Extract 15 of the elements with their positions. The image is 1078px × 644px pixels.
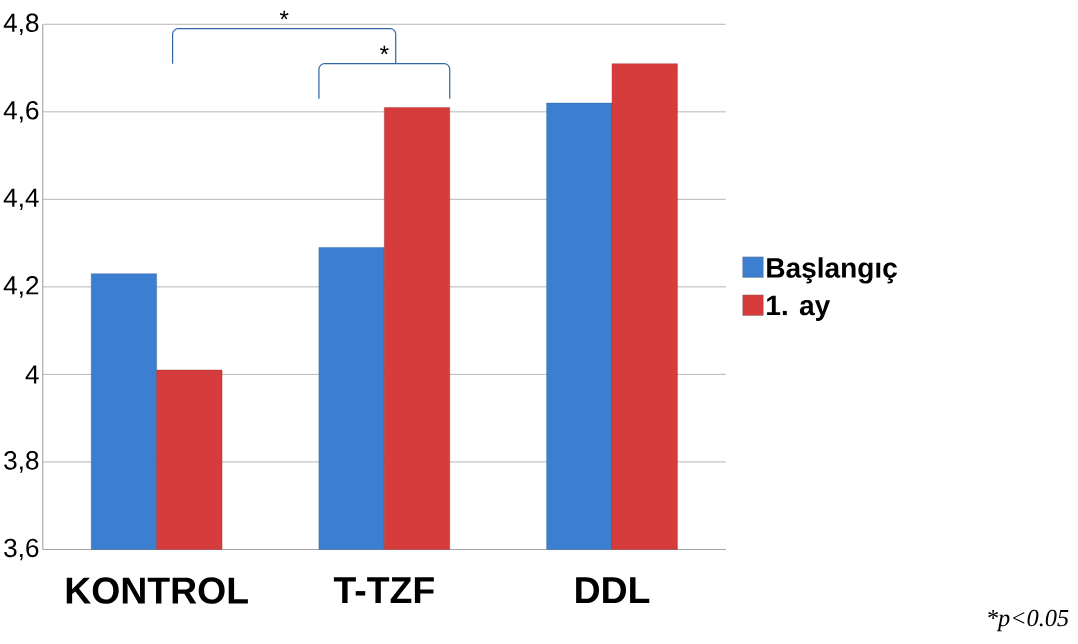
legend-label: 1. ay [767,295,831,321]
text: * [279,10,289,20]
y-tick-label: 4,6 [3,101,39,123]
y-tick-label: 3,8 [4,451,39,473]
y-tick-label: 4,2 [3,276,39,298]
x-tick-label: DDL [576,577,650,604]
x-tick-label: T-TZF [333,577,434,604]
annotation: * [380,45,389,55]
text: *p<0.05 [988,609,1069,632]
x-tick-label: KONTROL [66,577,248,604]
y-tick-label: 4 [25,365,39,384]
y-tick-label: 4,8 [3,13,39,36]
y-tick-label: 3,6 [4,538,39,561]
legend-label: Başlangıç [767,257,897,284]
y-tick-label: 4,4 [3,188,39,211]
